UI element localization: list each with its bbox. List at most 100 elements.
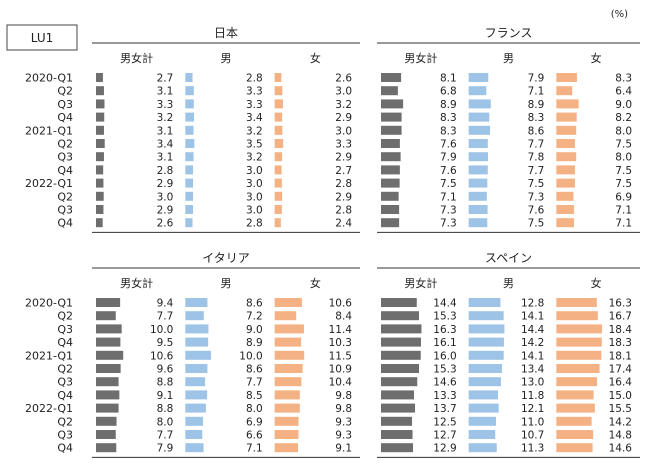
- bar: [381, 350, 421, 360]
- bar: [96, 443, 117, 453]
- bar: [274, 191, 283, 201]
- bar: [381, 377, 418, 387]
- bar-value-label: 7.7: [528, 165, 545, 177]
- panel-title: スペイン: [485, 251, 532, 265]
- bar-value-label: 14.4: [521, 324, 545, 336]
- bar-value-label: 10.9: [329, 364, 352, 376]
- bar-value-label: 12.7: [433, 430, 456, 442]
- bar: [556, 364, 600, 373]
- bar-value-label: 2.9: [157, 205, 174, 217]
- bar-value-label: 7.1: [615, 205, 632, 217]
- bar-value-label: 9.8: [335, 390, 352, 402]
- bar: [96, 350, 124, 360]
- bar-value-label: 6.6: [246, 430, 263, 442]
- bar-value-label: 8.9: [246, 337, 263, 349]
- bar: [96, 178, 104, 188]
- bar: [556, 178, 575, 188]
- bar-value-label: 10.3: [329, 337, 352, 349]
- bar: [556, 152, 577, 162]
- bar: [185, 311, 204, 321]
- bar-value-label: 7.3: [440, 205, 457, 217]
- bar: [96, 152, 104, 162]
- bar: [185, 364, 208, 373]
- bar: [274, 430, 299, 439]
- row-label: Q2: [57, 310, 73, 323]
- bar: [96, 73, 103, 82]
- bar-value-label: 11.3: [521, 443, 544, 455]
- bar: [96, 112, 105, 122]
- bar: [274, 139, 284, 148]
- bar: [274, 337, 302, 347]
- bar: [468, 416, 496, 426]
- bar: [556, 298, 597, 307]
- bar-value-label: 7.1: [528, 86, 545, 98]
- bar: [381, 139, 400, 148]
- bar-value-label: 13.3: [433, 390, 456, 402]
- bar-value-label: 8.3: [440, 112, 457, 124]
- bar: [274, 218, 281, 228]
- bar: [185, 73, 193, 82]
- bar: [556, 403, 595, 413]
- bar-value-label: 8.0: [615, 152, 632, 164]
- row-label: Q4: [57, 217, 73, 230]
- bar: [96, 364, 121, 373]
- row-label: Q3: [57, 98, 73, 111]
- bar-value-label: 6.4: [615, 86, 632, 98]
- bar: [274, 311, 297, 321]
- bar: [96, 311, 116, 321]
- bar: [274, 86, 283, 96]
- column-header: 女: [591, 276, 602, 290]
- bar: [274, 324, 304, 334]
- bar-value-label: 3.3: [246, 86, 263, 98]
- bar-value-label: 3.2: [246, 125, 263, 137]
- bar-value-label: 14.1: [521, 311, 544, 323]
- bar-value-label: 15.3: [433, 311, 456, 323]
- bar: [274, 390, 300, 400]
- bar: [381, 324, 422, 334]
- bar-value-label: 9.3: [335, 430, 352, 442]
- column-header: 男女計: [120, 51, 153, 65]
- bar: [468, 430, 496, 439]
- bar-value-label: 7.7: [157, 311, 174, 323]
- bar-value-label: 13.7: [433, 403, 456, 415]
- bar-value-label: 3.2: [335, 99, 352, 111]
- bar-value-label: 3.3: [246, 99, 263, 111]
- bar-value-label: 7.6: [440, 165, 457, 177]
- bar-value-label: 8.3: [440, 125, 457, 137]
- bar-value-label: 7.5: [528, 218, 545, 230]
- bar: [468, 298, 501, 307]
- bar-value-label: 3.2: [246, 152, 263, 164]
- bar-value-label: 6.8: [440, 86, 457, 98]
- bar-value-label: 8.4: [335, 311, 352, 323]
- bar-value-label: 2.8: [246, 218, 263, 230]
- bar: [274, 99, 283, 109]
- bar: [468, 178, 488, 188]
- bar: [274, 205, 282, 214]
- bar-value-label: 2.9: [157, 178, 174, 190]
- bar: [185, 99, 194, 109]
- bar-value-label: 8.6: [246, 298, 263, 310]
- row-label: 2022-Q1: [25, 402, 73, 415]
- bar: [274, 443, 299, 453]
- bar: [556, 73, 577, 82]
- bar-value-label: 6.9: [246, 416, 263, 428]
- bar: [185, 112, 195, 122]
- bar-value-label: 8.6: [246, 364, 263, 376]
- bar: [96, 324, 122, 334]
- bar: [468, 112, 490, 122]
- bar: [468, 86, 487, 96]
- bar-value-label: 3.4: [246, 112, 263, 124]
- bar-value-label: 13.0: [521, 377, 544, 389]
- bar: [96, 165, 104, 175]
- bar: [96, 99, 105, 109]
- bar-value-label: 10.4: [329, 377, 353, 389]
- bar-value-label: 7.8: [528, 152, 545, 164]
- bar-value-label: 7.3: [528, 191, 545, 203]
- bar: [381, 218, 400, 228]
- bar: [468, 403, 499, 413]
- bar: [556, 139, 575, 148]
- bar-value-label: 3.1: [157, 125, 174, 137]
- bar-value-label: 2.6: [335, 73, 352, 85]
- bar: [185, 205, 194, 214]
- bar-value-label: 7.5: [615, 139, 632, 151]
